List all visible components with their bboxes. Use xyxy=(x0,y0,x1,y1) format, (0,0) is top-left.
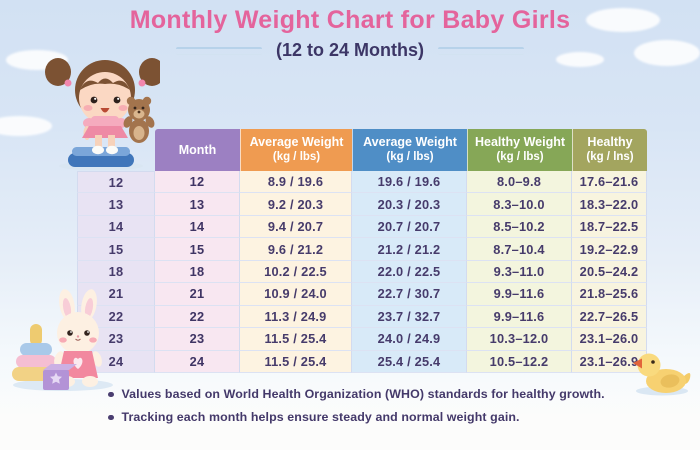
note-item: Tracking each month helps ensure steady … xyxy=(108,410,605,424)
table-cell: 23 xyxy=(155,328,240,351)
table-cell: 12 xyxy=(155,171,240,194)
rubber-duck-illustration xyxy=(633,353,691,396)
table-cell: 10.5–12.2 xyxy=(467,350,572,373)
table-cell: 13 xyxy=(155,193,240,216)
table-cell: 10.2 / 22.5 xyxy=(240,260,352,284)
bullet-icon xyxy=(108,391,114,397)
decorative-line-right xyxy=(438,46,524,55)
girl-on-scale-illustration xyxy=(45,58,160,170)
page-subtitle: (12 to 24 Months) xyxy=(275,40,424,60)
cloud-icon xyxy=(634,40,700,66)
header-month: Month xyxy=(155,129,240,171)
bunny-and-toys-illustration xyxy=(12,289,113,391)
table-row: 22 22 11.3 / 24.9 23.7 / 32.7 9.9–11.6 22.7–2… xyxy=(77,305,647,329)
table-cell: 18.7–22.5 xyxy=(572,215,647,239)
table-row: 23 23 11.5 / 25.4 24.0 / 24.9 10.3–12.0 23.1–… xyxy=(77,328,647,351)
table-cell: 9.3–11.0 xyxy=(467,260,572,284)
table-cell: 19.2–22.9 xyxy=(572,238,647,261)
table-cell: 23.7 / 32.7 xyxy=(352,305,467,329)
decorative-line-left xyxy=(175,46,262,55)
table-cell: 21.2 / 21.2 xyxy=(352,238,467,261)
page-subtitle-row: (12 to 24 Months) xyxy=(0,40,700,61)
table-cell: 18 xyxy=(155,260,240,284)
table-cell: 25.4 / 25.4 xyxy=(352,350,467,373)
table-cell: 8.0–9.8 xyxy=(467,171,572,194)
table-body: 12 12 8.9 / 19.6 19.6 / 19.6 8.0–9.8 17.6–21.… xyxy=(77,171,647,373)
table-row: 18 18 10.2 / 22.5 22.0 / 22.5 9.3–11.0 20.5–2… xyxy=(77,260,647,284)
footnotes: Values based on World Health Organizatio… xyxy=(108,387,605,433)
table-cell: 9.4 / 20.7 xyxy=(240,215,352,239)
table-cell: 24 xyxy=(155,350,240,373)
table-cell: 8.3–10.0 xyxy=(467,193,572,216)
table-cell: 21 xyxy=(155,283,240,306)
table-row: 21 21 10.9 / 24.0 22.7 / 30.7 9.9–11.6 21.8–2… xyxy=(77,283,647,306)
table-cell: 8.7–10.4 xyxy=(467,238,572,261)
note-text: Values based on World Health Organizatio… xyxy=(121,387,605,401)
table-cell: 13 xyxy=(77,193,155,216)
cloud-icon xyxy=(586,8,660,32)
table-cell: 19.6 / 19.6 xyxy=(352,171,467,194)
table-cell: 14 xyxy=(155,215,240,239)
table-row: 12 12 8.9 / 19.6 19.6 / 19.6 8.0–9.8 17.6–21.… xyxy=(77,171,647,194)
table-cell: 24.0 / 24.9 xyxy=(352,328,467,351)
table-cell: 21.8–25.6 xyxy=(572,283,647,306)
header-average-weight-2: Average Weight (kg / lbs) xyxy=(352,129,467,171)
table-cell: 10.3–12.0 xyxy=(467,328,572,351)
table-cell: 14 xyxy=(77,215,155,239)
note-text: Tracking each month helps ensure steady … xyxy=(121,410,520,424)
table-cell: 11.5 / 25.4 xyxy=(240,328,352,351)
table-row: 15 15 9.6 / 21.2 21.2 / 21.2 8.7–10.4 19.2–22… xyxy=(77,238,647,261)
table-cell: 8.9 / 19.6 xyxy=(240,171,352,194)
table-cell: 8.5–10.2 xyxy=(467,215,572,239)
cloud-icon xyxy=(556,52,604,67)
cloud-icon xyxy=(0,116,52,136)
table-cell: 9.9–11.6 xyxy=(467,283,572,306)
bullet-icon xyxy=(108,414,114,420)
table-row: 13 13 9.2 / 20.3 20.3 / 20.3 8.3–10.0 18.3–22… xyxy=(77,193,647,216)
table-cell: 11.3 / 24.9 xyxy=(240,305,352,329)
table-cell: 22.7 / 30.7 xyxy=(352,283,467,306)
table-cell: 12 xyxy=(77,171,155,194)
table-cell: 9.9–11.6 xyxy=(467,305,572,329)
table-cell: 20.3 / 20.3 xyxy=(352,193,467,216)
table-cell: 22.0 / 22.5 xyxy=(352,260,467,284)
table-cell: 20.7 / 20.7 xyxy=(352,215,467,239)
header-healthy: Healthy (kg / lns) xyxy=(572,129,647,171)
table-cell: 18 xyxy=(77,260,155,284)
table-cell: 23.1–26.0 xyxy=(572,328,647,351)
table-cell: 15 xyxy=(155,238,240,261)
table-cell: 10.9 / 24.0 xyxy=(240,283,352,306)
table-row: 24 24 11.5 / 25.4 25.4 / 25.4 10.5–12.2 23.1–… xyxy=(77,350,647,373)
table-cell: 18.3–22.0 xyxy=(572,193,647,216)
table-header-row: Month Average Weight (kg / lbs) Average … xyxy=(155,129,647,171)
table-cell: 22 xyxy=(77,305,155,329)
header-average-weight-1: Average Weight (kg / lbs) xyxy=(240,129,352,171)
table-cell: 20.5–24.2 xyxy=(572,260,647,284)
table-cell: 9.2 / 20.3 xyxy=(240,193,352,216)
table-row: 14 14 9.4 / 20.7 20.7 / 20.7 8.5–10.2 18.7–22… xyxy=(77,215,647,239)
table-cell: 22.7–26.5 xyxy=(572,305,647,329)
table-cell: 17.6–21.6 xyxy=(572,171,647,194)
table-cell: 9.6 / 21.2 xyxy=(240,238,352,261)
table-cell: 22 xyxy=(155,305,240,329)
ground-band xyxy=(0,375,700,450)
table-cell: 15 xyxy=(77,238,155,261)
page-title: Monthly Weight Chart for Baby Girls xyxy=(129,6,571,34)
note-item: Values based on World Health Organizatio… xyxy=(108,387,605,401)
table-cell: 11.5 / 25.4 xyxy=(240,350,352,373)
header-healthy-weight: Healthy Weight (kg / lbs) xyxy=(467,129,572,171)
